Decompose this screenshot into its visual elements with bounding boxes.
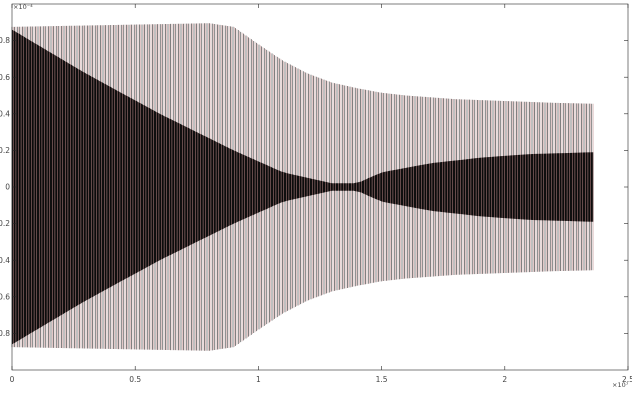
x-tick-label: 2 [502,375,507,384]
y-tick-label: 0 [5,183,10,192]
y-tick-label: -0.6 [0,292,10,301]
x-tick-label: 0.5 [129,375,141,384]
series-core-envelope [12,29,594,345]
plot-area [11,23,594,351]
x-tick-label: 2.5 [622,375,632,384]
x-tick-label: 1 [256,375,261,384]
axes: 0 0.5 1 1.5 2 2.5 -0.8 -0.6 -0.4 -0.2 0 0.2 0.4 0.6 0.… [0,3,632,384]
y-tick-label: -0.2 [0,219,10,228]
y-tick-label: -0.8 [0,329,10,338]
x-tick-label: 1.5 [376,375,388,384]
x-axis-exponent-label: ×10⁷ [612,381,629,389]
y-tick-label: -0.4 [0,256,10,265]
x-tick-label: 0 [10,375,15,384]
y-tick-label: 0.8 [0,36,10,45]
y-tick-label: 0.4 [0,109,10,118]
y-axis-exponent-label: ×10⁻⁴ [13,3,33,11]
y-tick-label: 0.2 [0,146,10,155]
y-tick-label: 0.6 [0,73,10,82]
